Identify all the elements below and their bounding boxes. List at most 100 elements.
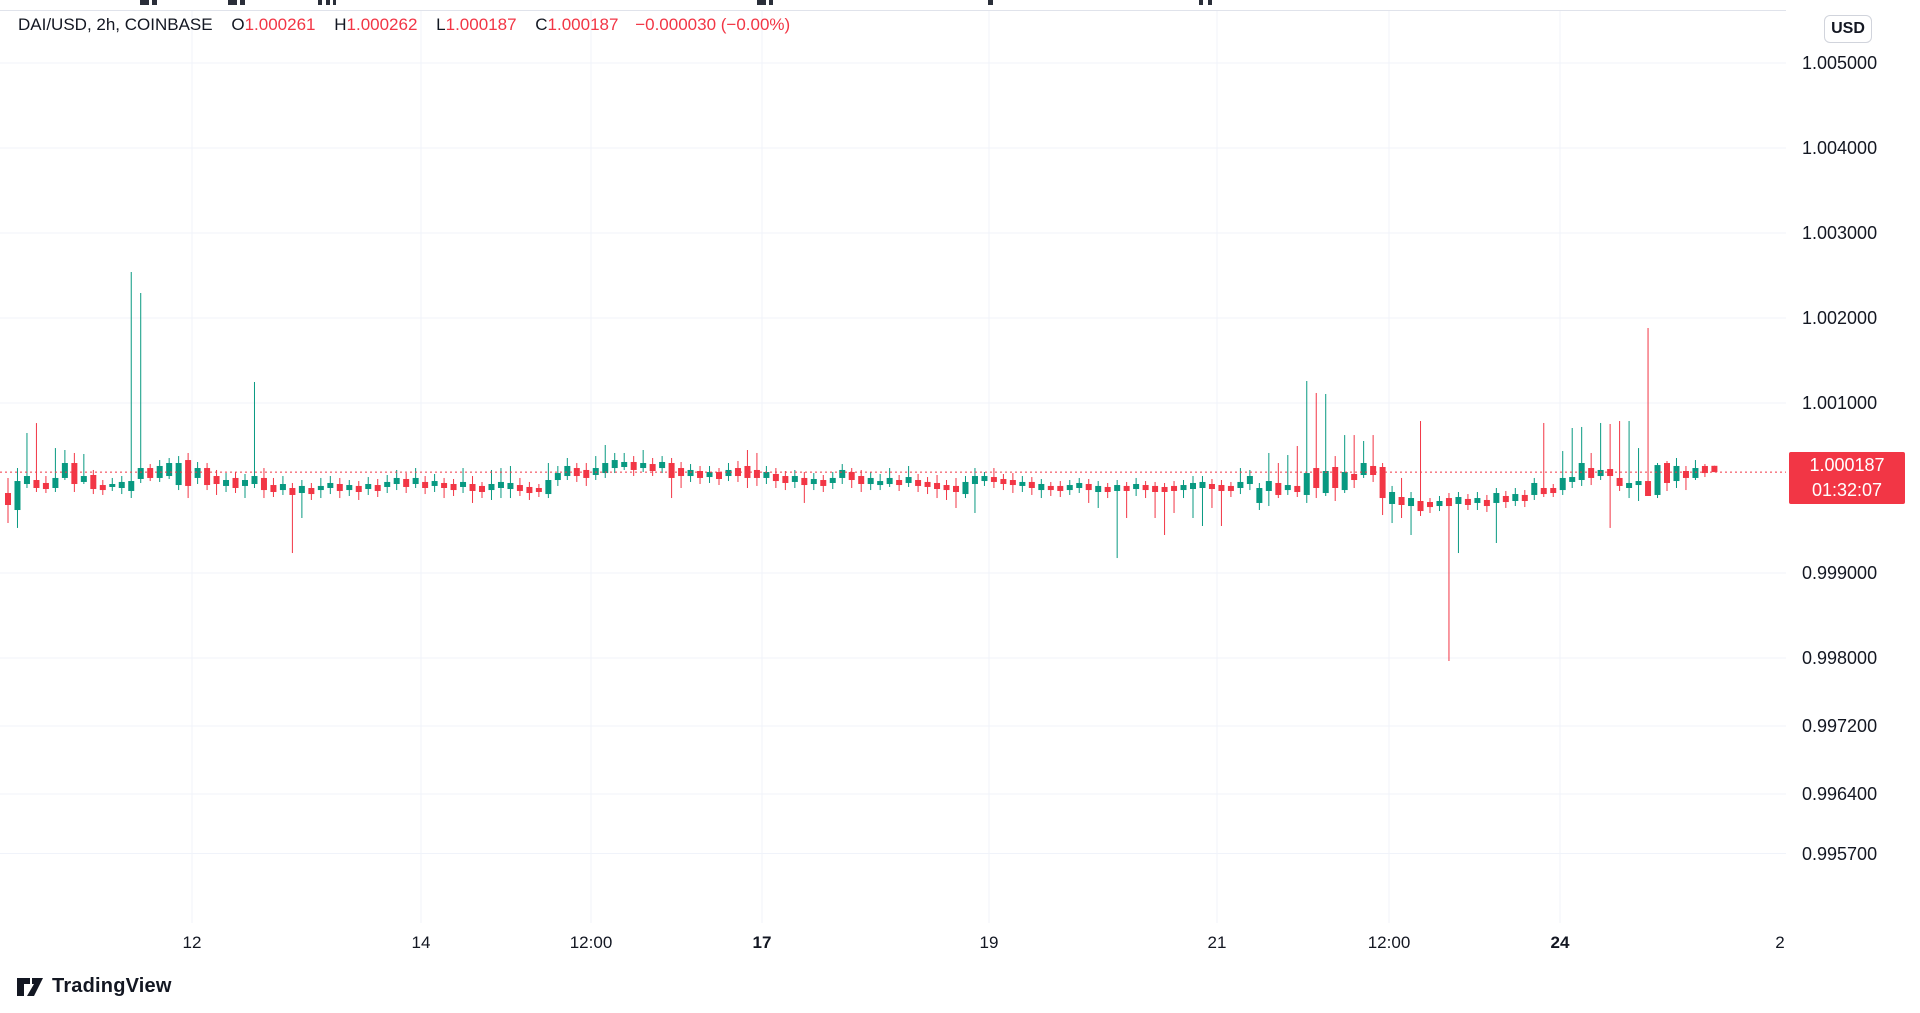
candle-body [1019, 481, 1026, 486]
candle-body [1417, 501, 1424, 512]
candle-body [953, 485, 959, 492]
candle-body [1427, 502, 1433, 508]
candle-body [507, 482, 514, 490]
candle-body [308, 488, 315, 495]
candle-body [441, 482, 448, 488]
candle-body [1114, 485, 1121, 491]
candle-body [659, 461, 666, 469]
candle-body [1208, 484, 1215, 490]
candle-body [1294, 485, 1301, 492]
candle-body [251, 476, 258, 485]
price-axis[interactable]: USD 1.005000 1.004000 1.003000 1.002000 1.00… [1786, 10, 1920, 963]
candlestick-chart[interactable] [0, 0, 1786, 963]
candle-body [621, 461, 628, 468]
candle-body [1464, 498, 1471, 505]
time-axis[interactable]: 12 14 12:00 17 19 21 12:00 24 2 [0, 923, 1786, 963]
candle-body [858, 476, 865, 485]
candle-body [1540, 488, 1547, 495]
candle-body [1474, 498, 1481, 503]
high-label: H [334, 15, 347, 34]
candle-body [924, 481, 931, 487]
footer: TradingView [0, 963, 1920, 1013]
candle-body [374, 485, 381, 491]
candle-body [1597, 469, 1604, 477]
time-axis-label: 21 [1207, 933, 1227, 952]
candle-body [1057, 485, 1064, 491]
candle-body [1133, 484, 1140, 490]
candle-body [1152, 485, 1159, 492]
candle-body [1521, 494, 1528, 502]
candle-body [1076, 482, 1083, 488]
candle-body [147, 468, 154, 478]
candle-body [526, 486, 533, 494]
candle-body [592, 468, 599, 475]
tradingview-logo-link[interactable]: TradingView [16, 975, 172, 998]
candle-body [1635, 481, 1642, 486]
candle-body [1227, 485, 1234, 491]
candle-body [242, 480, 248, 486]
candle-body [1616, 477, 1623, 486]
high-value: 1.000262 [346, 15, 418, 34]
price-axis-label: 0.998000 [1802, 648, 1878, 668]
candle-body [1246, 476, 1253, 485]
candle-body [99, 485, 106, 491]
candle-body [611, 460, 618, 469]
candle-body [1588, 468, 1595, 478]
candle-body [1408, 498, 1415, 507]
candle-body [14, 481, 21, 511]
candle-body [497, 481, 504, 488]
candle-body [431, 481, 438, 486]
candle-body [137, 468, 144, 479]
candle-body [5, 493, 11, 505]
symbol-legend: DAI/USD, 2h, COINBASE O1.000261 H1.00026… [18, 15, 790, 35]
candle-body [1218, 485, 1225, 491]
currency-unit-button[interactable]: USD [1824, 15, 1872, 43]
candle-body [1275, 482, 1282, 495]
current-price-value: 1.000187 [1809, 455, 1885, 476]
candle-body [1445, 498, 1452, 507]
clipped-text-fragment [326, 0, 330, 5]
candle-body [1370, 465, 1377, 475]
candle-body [877, 481, 884, 486]
candle-body [1645, 481, 1652, 496]
candle-body [1531, 482, 1538, 495]
candle-body [270, 485, 277, 492]
change-value: −0.000030 (−0.00%) [635, 15, 791, 34]
candle-body [1654, 465, 1661, 495]
candle-body [934, 482, 941, 490]
candle-body [80, 476, 87, 482]
candle-body [886, 477, 893, 485]
candle-body [1322, 471, 1329, 494]
candle-body [810, 478, 817, 485]
candle-body [782, 476, 789, 483]
candle-body [839, 469, 846, 478]
candle-body [1673, 465, 1680, 482]
candle-body [1047, 485, 1054, 491]
candle-body [109, 484, 116, 487]
candle-body [716, 472, 722, 479]
candle-body [317, 485, 324, 491]
candle-body [1578, 463, 1585, 481]
candle-body [1512, 494, 1519, 502]
candle-body [1483, 499, 1490, 507]
candle-body [336, 484, 343, 491]
candle-body [469, 484, 476, 491]
price-axis-label: 0.996400 [1802, 784, 1878, 804]
open-value: 1.000261 [244, 15, 316, 34]
time-axis-label: 2 [1775, 933, 1785, 952]
low-label: L [436, 15, 446, 34]
candle-body [1664, 463, 1670, 483]
candle-body [962, 481, 969, 495]
candle-body [971, 476, 978, 485]
symbol-title[interactable]: DAI/USD, 2h, COINBASE [18, 15, 213, 34]
candle-body [52, 477, 59, 488]
candle-body [1085, 484, 1092, 491]
candle-body [204, 468, 211, 486]
time-axis-label: 24 [1550, 933, 1570, 952]
clipped-text-fragment [988, 0, 993, 5]
candle-body [1265, 481, 1272, 491]
candle-body [61, 463, 68, 478]
candle-body [1313, 468, 1320, 488]
clipped-text-fragment [228, 0, 237, 5]
